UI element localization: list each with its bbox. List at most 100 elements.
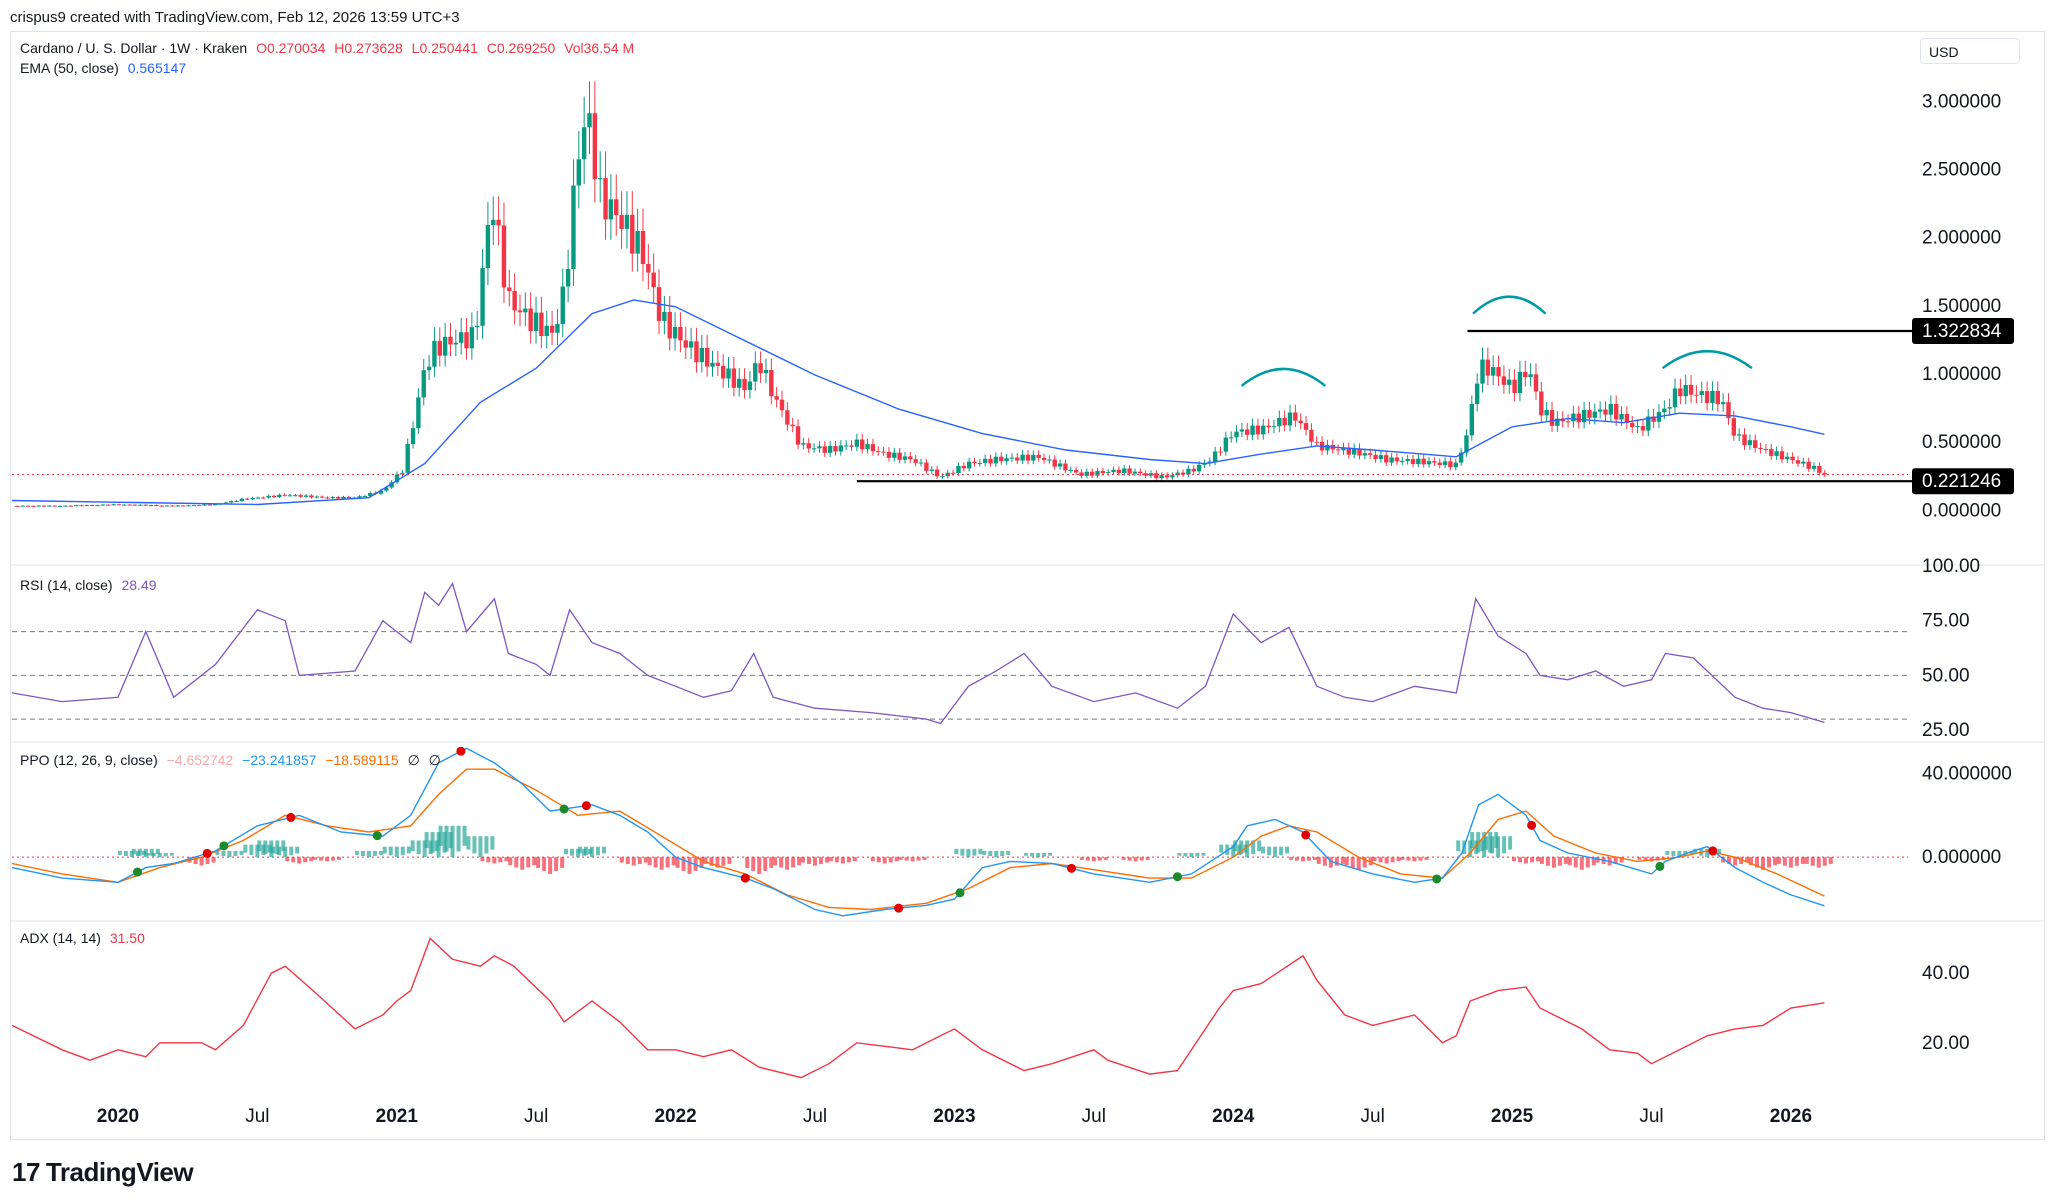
- ppo-histogram-bar: [1536, 857, 1541, 862]
- candle-body: [1795, 460, 1801, 464]
- candle-body: [603, 178, 608, 220]
- ema-line: [11, 299, 1825, 506]
- candle-body: [1116, 469, 1122, 473]
- ppo-histogram-bar: [1767, 857, 1772, 868]
- candle-body: [1373, 454, 1378, 460]
- candle-body: [1758, 447, 1763, 449]
- ppo-histogram-bar: [466, 836, 471, 850]
- candle-body: [293, 495, 298, 497]
- ppo-histogram-bar: [249, 844, 254, 855]
- ppo-histogram-bar: [169, 852, 174, 856]
- candle-body: [838, 445, 844, 452]
- adx-legend[interactable]: ADX (14, 14) 31.50: [20, 930, 150, 946]
- ppo-histogram-bar: [422, 840, 427, 858]
- candle-body: [325, 497, 330, 499]
- ppo-histogram-bar: [450, 825, 455, 858]
- ema-legend[interactable]: EMA (50, close) 0.565147: [20, 60, 191, 76]
- ppo-histogram-bar: [163, 852, 168, 857]
- ppo-histogram-bar: [536, 857, 541, 868]
- ppo-legend[interactable]: PPO (12, 26, 9, close) −4.652742 −23.241…: [20, 752, 446, 769]
- candle-body: [416, 397, 421, 429]
- chart-attribution: crispus9 created with TradingView.com, F…: [10, 9, 460, 26]
- candle-body: [1790, 456, 1795, 461]
- ppo-histogram-bar: [313, 857, 318, 860]
- candle-body: [1196, 464, 1202, 472]
- candle-body: [1528, 374, 1533, 378]
- candle-body: [1753, 440, 1758, 448]
- rsi-axis-tick: 50.00: [1922, 665, 1970, 686]
- ppo-histogram-bar: [1328, 857, 1333, 868]
- candle-body: [84, 505, 90, 507]
- time-axis-tick: Jul: [803, 1106, 827, 1127]
- candle-body: [95, 505, 100, 507]
- ppo-line: [11, 747, 1825, 917]
- ppo-histogram-bar: [1689, 850, 1694, 855]
- candle-body: [485, 225, 491, 269]
- ppo-signal-line: [11, 768, 1825, 911]
- candle-body: [827, 446, 833, 453]
- price-axis-tick: 0.000000: [1922, 500, 2001, 521]
- ppo-histogram-bar: [852, 857, 857, 862]
- ohlc-open: O0.270034: [256, 40, 326, 56]
- ppo-histogram-bar: [1755, 857, 1760, 868]
- ppo-histogram-bar: [1127, 857, 1132, 861]
- candle-body: [592, 113, 598, 180]
- candle-body: [1555, 418, 1560, 426]
- candle-body: [640, 231, 646, 264]
- ppo-histogram-bar: [1306, 857, 1311, 861]
- ppo-histogram-bar: [1591, 857, 1596, 866]
- symbol-title[interactable]: Cardano / U. S. Dollar · 1W · Kraken: [20, 40, 248, 56]
- ppo-histogram-bar: [1279, 846, 1284, 856]
- ppo-histogram-bar: [1121, 857, 1126, 860]
- candle-body: [651, 272, 656, 288]
- ppo-histogram-bar: [388, 846, 393, 856]
- ppo-histogram-bar: [239, 850, 244, 855]
- candle-body: [940, 476, 945, 478]
- candle-body: [148, 505, 154, 507]
- ppo-histogram-bar: [751, 857, 756, 871]
- candle-body: [223, 502, 229, 504]
- ppo-histogram-bar: [715, 857, 720, 868]
- candle-body: [747, 381, 753, 391]
- price-axis-tick: 1.000000: [1922, 364, 2001, 385]
- candle-body: [1138, 471, 1143, 474]
- ppo-histogram-bar: [1539, 857, 1544, 864]
- candle-body: [1282, 417, 1287, 426]
- candle-body: [1191, 468, 1196, 472]
- candle-body: [1699, 391, 1704, 395]
- candle-body: [1314, 441, 1319, 443]
- ppo-histogram-bar: [904, 857, 909, 861]
- candle-body: [261, 497, 266, 499]
- candle-body: [1688, 385, 1694, 395]
- ppo-histogram-bar: [498, 857, 503, 863]
- tradingview-logo[interactable]: 17 TradingView: [12, 1157, 194, 1188]
- candle-body: [170, 505, 175, 507]
- candle-body: [1250, 425, 1255, 435]
- candle-body: [1715, 390, 1720, 405]
- ppo-histogram-bar: [595, 846, 600, 856]
- candle-body: [341, 496, 346, 499]
- candle-body: [212, 504, 218, 506]
- rsi-legend[interactable]: RSI (14, close) 28.49: [20, 577, 162, 593]
- candle-body: [1073, 469, 1079, 473]
- candle-body: [1432, 461, 1437, 463]
- candle-body: [1057, 463, 1063, 467]
- ppo-cross-up-dot: [1172, 872, 1182, 882]
- ppo-histogram-bar: [478, 836, 483, 858]
- ppo-cross-down-dot: [202, 848, 212, 858]
- candle-body: [1464, 435, 1469, 453]
- candle-body: [191, 505, 197, 507]
- ppo-histogram-bar: [410, 840, 415, 852]
- pattern-arc: [1240, 367, 1327, 387]
- ppo-histogram-bar: [1637, 857, 1642, 860]
- ppo-histogram-bar: [1727, 857, 1732, 865]
- candle-body: [1817, 465, 1822, 473]
- currency-button[interactable]: USD: [1920, 38, 2020, 64]
- candle-body: [1368, 453, 1373, 455]
- ppo-histogram-bar: [215, 850, 220, 855]
- candle-body: [1496, 367, 1501, 377]
- level-label: 1.322834: [1922, 321, 2002, 342]
- ppo-histogram-bar: [1340, 857, 1345, 864]
- candle-body: [1025, 454, 1031, 461]
